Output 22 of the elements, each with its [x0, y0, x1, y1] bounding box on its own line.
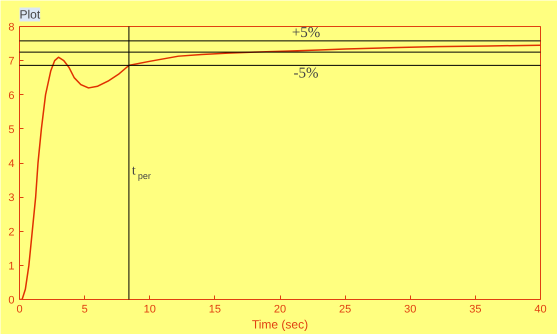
- y-tick-label: 5: [8, 124, 15, 136]
- annotation: +5%: [292, 24, 320, 41]
- x-tick-label: 40: [534, 304, 547, 316]
- annotation: -5%: [294, 65, 319, 82]
- y-tick-label: 6: [8, 90, 15, 102]
- x-tick-label: 0: [16, 304, 23, 316]
- x-tick-label: 35: [469, 304, 482, 316]
- chart-title: Plot: [20, 8, 41, 22]
- y-tick-label: 4: [8, 158, 15, 170]
- x-tick-label: 25: [339, 304, 352, 316]
- x-axis-title: Time (sec): [252, 318, 308, 332]
- x-tick-label: 5: [82, 304, 88, 316]
- x-tick-label: 15: [208, 304, 222, 316]
- y-tick-label: 8: [8, 22, 15, 34]
- x-tick-label: 20: [274, 304, 286, 316]
- x-tick-label: 30: [404, 304, 416, 316]
- y-tick-label: 7: [8, 56, 15, 68]
- x-tick-label: 10: [144, 304, 156, 316]
- y-tick-label: 3: [8, 192, 15, 204]
- y-tick-label: 1: [8, 260, 15, 272]
- y-tick-label: 2: [8, 226, 15, 238]
- y-tick-label: 0: [8, 294, 15, 306]
